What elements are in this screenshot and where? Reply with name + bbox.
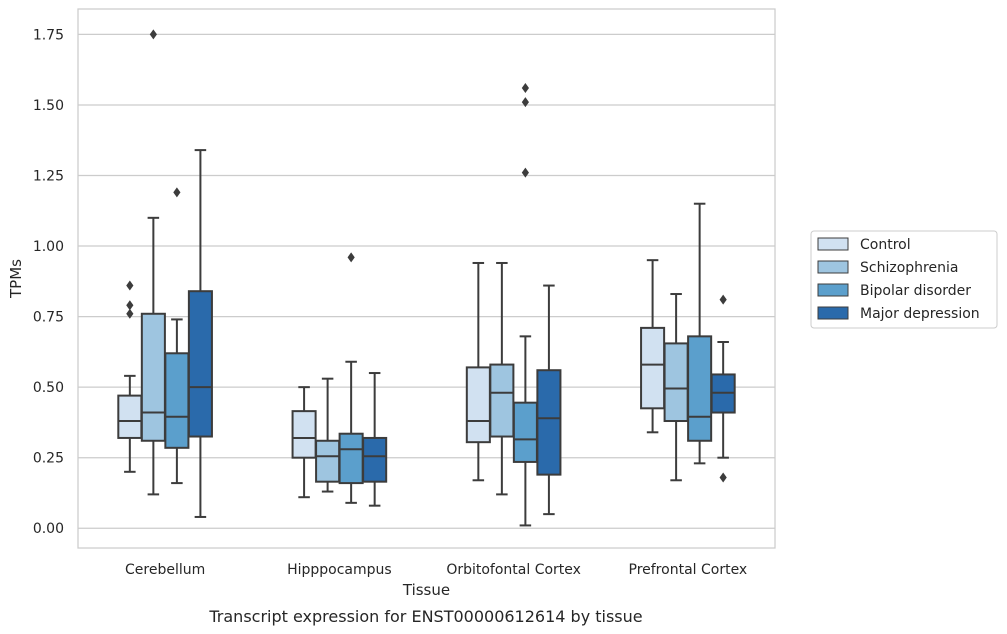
y-axis-ticks: 0.00 0.25 0.50 0.75 1.00 1.25 1.50 1.75 [33,27,64,537]
box-iqr [315,439,341,483]
y-tick-label: 1.00 [33,239,64,255]
box-control [291,386,317,499]
x-tick-label: Cerebellum [125,562,205,578]
y-tick-label: 0.50 [33,380,64,396]
outlier-marker [149,29,157,40]
y-tick-label: 0.25 [33,451,64,467]
box-iqr [465,366,491,444]
box-iqr [338,432,364,485]
y-tick-label: 1.25 [33,168,64,184]
y-tick-label: 1.50 [33,98,64,114]
y-tick-label: 1.75 [33,27,64,43]
legend-swatch [817,306,849,320]
x-axis-ticks: Cerebellum Hipppocampus Orbitofontal Corte… [125,562,747,578]
box-major-depression [187,149,213,518]
box-schizophrenia [140,29,166,496]
box-bipolar-disorder [338,252,364,504]
box-control [117,280,143,473]
legend-entry-label: Control [860,237,911,253]
box-iqr [640,326,666,410]
box-iqr [687,335,713,442]
outlier-marker [719,472,727,483]
box-bipolar-disorder [512,83,538,527]
outlier-marker [126,300,134,311]
box-schizophrenia [489,261,515,496]
box-iqr [117,394,143,439]
box-control [640,259,666,434]
outlier-marker [347,252,355,263]
box-iqr [187,290,213,438]
box-control [465,261,491,482]
box-iqr [140,312,166,442]
outlier-marker [719,294,727,305]
y-tick-label: 0.00 [33,521,64,537]
chart-caption: Transcript expression for ENST0000061261… [208,607,642,626]
boxes [117,29,736,527]
box-iqr [489,363,515,438]
box-major-depression [710,294,736,483]
outlier-marker [126,308,134,319]
outlier-marker [126,280,134,291]
outlier-marker [521,167,529,178]
legend-swatch [817,260,849,274]
box-iqr [291,410,317,459]
box-bipolar-disorder [164,187,190,485]
legend-frame [810,230,998,329]
box-iqr [362,436,388,483]
y-axis-label: TPMs [7,259,25,299]
y-gridlines [78,33,775,529]
box-major-depression [536,284,562,516]
legend-swatch [817,237,849,251]
outlier-marker [521,83,529,94]
legend: Control Schizophrenia Bipolar disorder Majo… [810,230,998,329]
x-tick-label: Hipppocampus [287,562,392,578]
y-tick-label: 0.75 [33,310,64,326]
box-iqr [512,401,538,463]
x-tick-label: Prefrontal Cortex [629,562,748,578]
legend-entry-label: Schizophrenia [860,260,958,276]
x-axis-label: Tissue [402,581,450,599]
box-schizophrenia [315,377,341,493]
legend-entry-label: Major depression [860,306,980,322]
box-schizophrenia [663,293,689,482]
box-iqr [663,342,689,423]
x-tick-label: Orbitofontal Cortex [446,562,581,578]
legend-entry-label: Bipolar disorder [860,283,971,299]
box-major-depression [362,372,388,507]
box-iqr [536,369,562,476]
plot-area-frame [77,8,776,549]
legend-swatch [817,283,849,297]
box-bipolar-disorder [687,202,713,465]
outlier-marker [173,187,181,198]
box-iqr [164,352,190,449]
outlier-marker [521,97,529,108]
